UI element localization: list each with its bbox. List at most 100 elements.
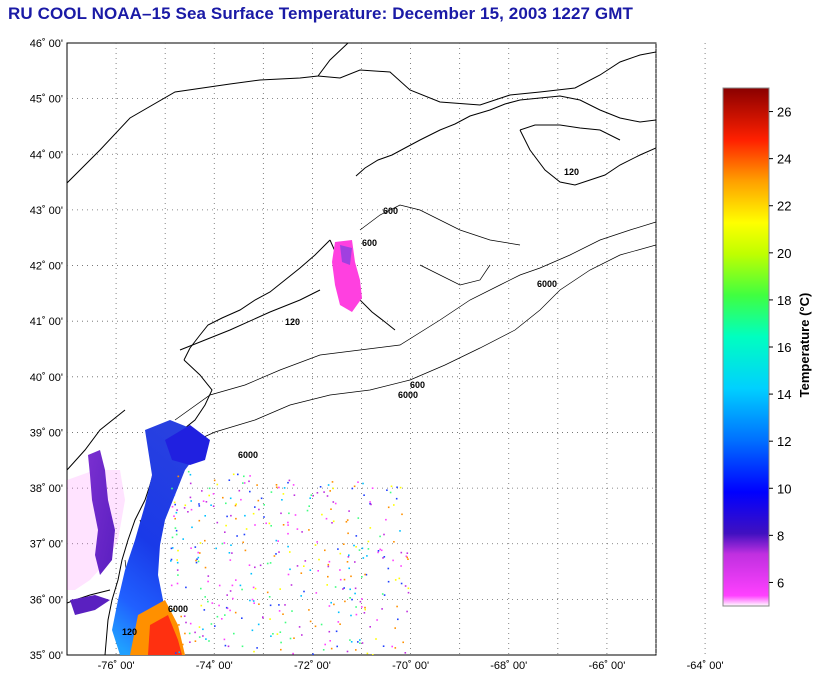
sst-speck	[176, 569, 179, 571]
sst-speck	[244, 514, 246, 517]
sst-speck	[355, 535, 358, 537]
sst-speck	[276, 633, 279, 635]
sst-speck	[258, 508, 260, 511]
sst-speck	[223, 542, 226, 544]
sst-speck	[198, 636, 201, 638]
sst-speck	[189, 482, 192, 485]
lat-tick-label: 45˚ 00'	[30, 94, 63, 106]
sst-speck	[318, 558, 320, 561]
sst-speck	[331, 481, 334, 483]
sst-speck	[272, 633, 274, 635]
sst-speck	[399, 530, 401, 532]
sst-speck	[241, 617, 243, 619]
sst-speck	[232, 597, 234, 600]
sst-speck	[208, 494, 210, 497]
sst-speck	[183, 507, 186, 509]
sst-speck	[224, 614, 226, 616]
sst-speck	[289, 551, 291, 553]
sst-speck	[347, 532, 349, 535]
sst-speck	[238, 489, 241, 492]
colorbar-tick-label: 8	[777, 528, 784, 543]
sst-speck	[278, 610, 281, 612]
sst-speck	[393, 504, 395, 506]
sst-speck	[257, 623, 260, 626]
sst-speck	[176, 509, 178, 511]
sst-speck	[350, 575, 352, 578]
sst-speck	[328, 630, 331, 633]
sst-speck	[251, 598, 254, 601]
sst-speck	[296, 565, 299, 567]
sst-speck	[363, 612, 366, 614]
sst-speck	[291, 610, 293, 612]
sst-speck	[353, 544, 355, 547]
sst-speck	[226, 607, 229, 610]
sst-speck	[348, 567, 350, 570]
sst-speck	[379, 548, 381, 551]
sst-speck	[191, 526, 193, 529]
sst-speck	[280, 641, 282, 644]
sst-speck	[201, 490, 203, 492]
sst-speck	[353, 485, 356, 488]
sst-speck	[177, 549, 179, 552]
sst-speck	[253, 650, 255, 653]
sst-speck	[391, 645, 393, 648]
sst-speck	[189, 622, 192, 625]
sst-speck	[395, 497, 398, 500]
sst-speck	[337, 611, 340, 614]
sst-speck	[235, 503, 237, 505]
lon-tick-label: -72˚ 00'	[294, 660, 331, 672]
contour-label-group: 120 600 600 600 6000 6000 6000 120 120 6…	[122, 167, 579, 637]
sst-speck	[249, 599, 251, 602]
sst-speck	[208, 487, 211, 490]
sst-speck	[233, 632, 235, 635]
sst-speck	[326, 495, 329, 497]
lon-tick-label: -66˚ 00'	[588, 660, 625, 672]
sst-speck	[381, 608, 383, 610]
sst-speck	[254, 524, 256, 526]
sst-speck	[347, 556, 350, 558]
sst-speck	[394, 647, 397, 649]
colorbar-tick-label: 18	[777, 293, 791, 308]
sst-speck	[320, 623, 323, 626]
lat-axis-labels: 46˚ 00' 45˚ 00' 44˚ 00' 43˚ 00' 42˚ 00' 41˚ 0…	[30, 38, 63, 662]
sst-speck	[312, 494, 314, 497]
sst-speck	[170, 558, 173, 561]
sst-speck	[229, 559, 232, 561]
sst-speck	[269, 562, 272, 564]
sst-speck	[327, 565, 330, 568]
sst-speck	[309, 497, 311, 499]
colorbar-tick-label: 10	[777, 481, 791, 496]
sst-speck	[211, 602, 214, 604]
sst-speck	[231, 552, 233, 554]
contour-label: 6000	[238, 450, 258, 460]
sst-speck	[328, 560, 331, 563]
sst-speck	[236, 535, 238, 537]
sst-speck	[332, 520, 335, 523]
sst-speck	[269, 618, 271, 620]
sst-speck	[214, 625, 216, 627]
sst-speck	[283, 487, 286, 489]
sst-speck	[174, 517, 176, 520]
sst-speck	[312, 653, 314, 655]
sst-speck	[215, 547, 217, 550]
sst-speck	[229, 590, 232, 592]
sst-speck	[355, 649, 357, 651]
sst-speck	[348, 554, 350, 556]
sst-speck	[257, 499, 260, 502]
sst-speck	[216, 483, 219, 486]
sst-speck	[357, 517, 360, 519]
sst-speck	[292, 652, 294, 655]
sst-speck	[270, 491, 273, 493]
sst-speck	[176, 559, 178, 561]
sst-speck	[361, 642, 364, 644]
sst-speck	[387, 506, 390, 509]
contour-label: 600	[362, 238, 377, 248]
sst-speck	[339, 623, 341, 625]
sst-speck	[202, 635, 204, 637]
sst-speck	[359, 639, 361, 641]
sst-speck	[280, 648, 282, 651]
sst-speck	[284, 621, 287, 624]
sst-speck	[230, 544, 232, 546]
sst-speck	[355, 613, 358, 616]
